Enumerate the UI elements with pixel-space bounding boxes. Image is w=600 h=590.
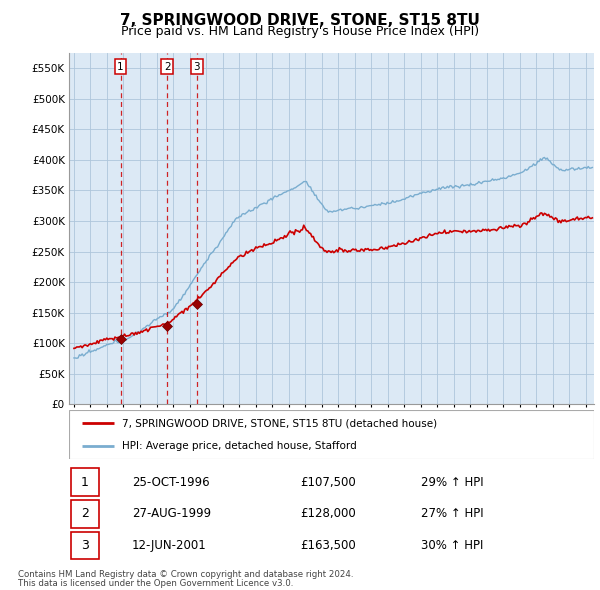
Text: 27% ↑ HPI: 27% ↑ HPI: [421, 507, 484, 520]
Text: 30% ↑ HPI: 30% ↑ HPI: [421, 539, 483, 552]
Text: £128,000: £128,000: [300, 507, 356, 520]
Text: 1: 1: [81, 476, 89, 489]
Text: Contains HM Land Registry data © Crown copyright and database right 2024.: Contains HM Land Registry data © Crown c…: [18, 570, 353, 579]
Text: 29% ↑ HPI: 29% ↑ HPI: [421, 476, 484, 489]
Text: £107,500: £107,500: [300, 476, 356, 489]
FancyBboxPatch shape: [71, 532, 100, 559]
Text: 25-OCT-1996: 25-OCT-1996: [132, 476, 209, 489]
FancyBboxPatch shape: [69, 410, 594, 459]
Text: HPI: Average price, detached house, Stafford: HPI: Average price, detached house, Staf…: [121, 441, 356, 451]
Text: 7, SPRINGWOOD DRIVE, STONE, ST15 8TU: 7, SPRINGWOOD DRIVE, STONE, ST15 8TU: [120, 13, 480, 28]
Text: Price paid vs. HM Land Registry's House Price Index (HPI): Price paid vs. HM Land Registry's House …: [121, 25, 479, 38]
Text: 2: 2: [81, 507, 89, 520]
FancyBboxPatch shape: [71, 468, 100, 496]
Text: 12-JUN-2001: 12-JUN-2001: [132, 539, 207, 552]
Text: 3: 3: [193, 62, 200, 72]
Text: 7, SPRINGWOOD DRIVE, STONE, ST15 8TU (detached house): 7, SPRINGWOOD DRIVE, STONE, ST15 8TU (de…: [121, 418, 437, 428]
Text: £163,500: £163,500: [300, 539, 356, 552]
Text: 3: 3: [81, 539, 89, 552]
Text: 2: 2: [164, 62, 170, 72]
Text: This data is licensed under the Open Government Licence v3.0.: This data is licensed under the Open Gov…: [18, 579, 293, 588]
FancyBboxPatch shape: [71, 500, 100, 528]
Text: 1: 1: [117, 62, 124, 72]
Text: 27-AUG-1999: 27-AUG-1999: [132, 507, 211, 520]
